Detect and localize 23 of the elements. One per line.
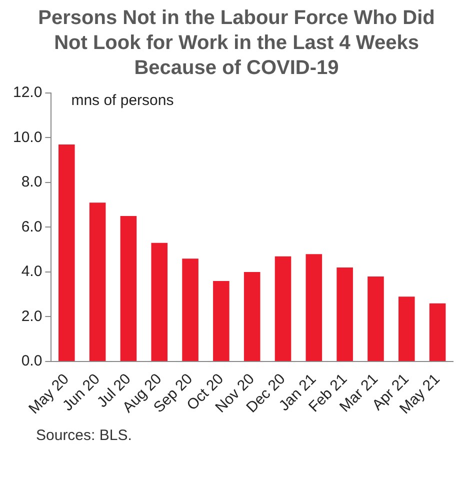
bar [274,256,292,361]
bar [244,272,260,361]
y-tick-label: 8.0 [21,174,42,191]
y-axis-title: mns of persons [71,92,174,110]
bar [368,276,384,361]
bar [213,280,230,361]
bar [398,296,415,361]
y-tick-label: 12.0 [12,84,42,102]
bar [89,202,106,361]
y-tick-label: 4.0 [21,263,42,280]
y-tick-label: 2.0 [21,308,42,325]
chart-title: Persons Not in the Labour Force Who Did Not Look for Work in the Last 4 Weeks Because of COVID-19 [37,6,436,81]
y-tick-label: 10.0 [12,128,42,146]
bar [182,258,198,361]
bar [429,303,446,361]
bar [120,216,137,361]
y-tick-label: 0.0 [21,352,42,370]
bar [151,242,168,361]
source-note: Sources: BLS. [36,427,133,444]
bar [58,144,75,361]
bar [306,254,322,361]
bar [336,268,353,361]
y-tick-label: 6.0 [21,218,42,236]
